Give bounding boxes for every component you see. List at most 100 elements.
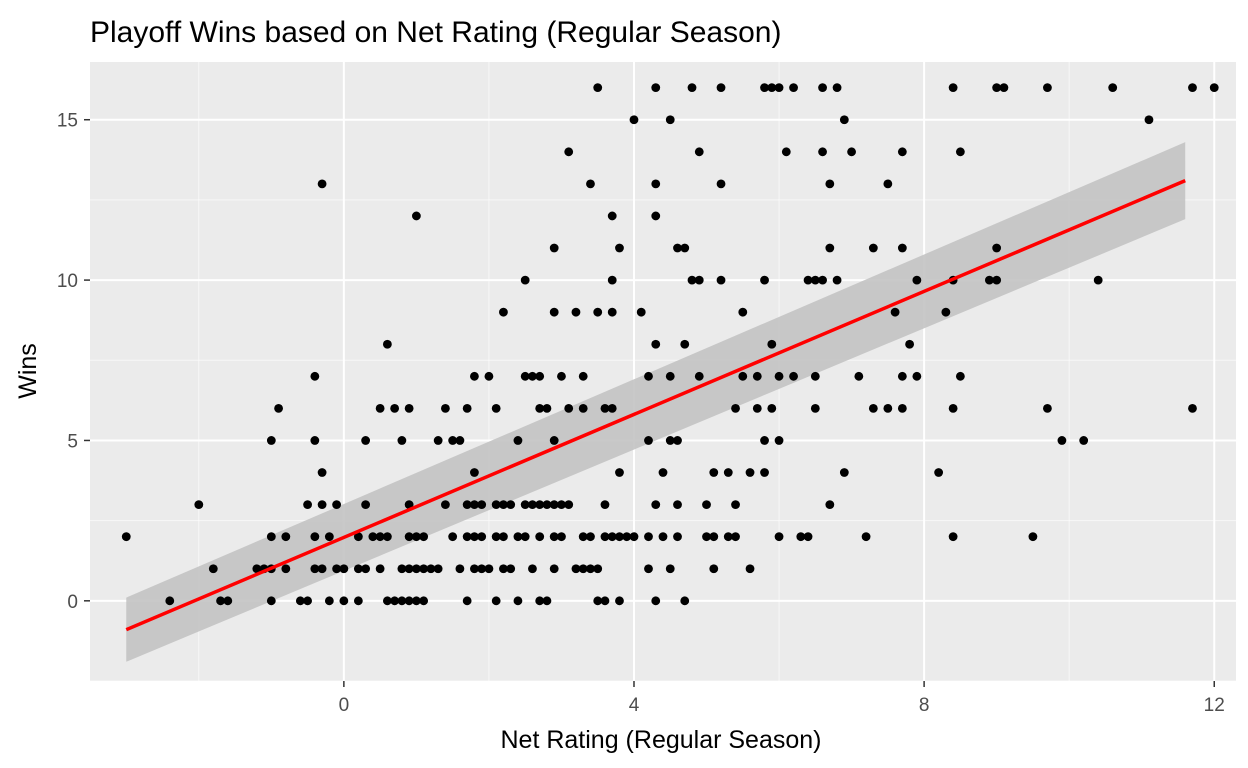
data-point bbox=[709, 468, 719, 477]
data-point bbox=[774, 532, 784, 542]
data-point bbox=[948, 403, 958, 413]
data-point bbox=[252, 564, 262, 574]
data-point bbox=[818, 147, 827, 157]
data-point bbox=[470, 468, 479, 477]
y-tick-label: 10 bbox=[57, 271, 78, 292]
data-point bbox=[266, 596, 276, 606]
data-point bbox=[1079, 436, 1089, 445]
data-point bbox=[615, 532, 624, 542]
data-point bbox=[1188, 403, 1197, 413]
data-point bbox=[404, 532, 414, 542]
data-point bbox=[803, 532, 813, 542]
data-point bbox=[317, 179, 327, 189]
data-point bbox=[600, 500, 610, 510]
data-point bbox=[455, 436, 465, 445]
data-point bbox=[506, 564, 516, 574]
data-point bbox=[375, 403, 385, 413]
data-point bbox=[549, 500, 559, 510]
data-point bbox=[557, 371, 566, 381]
data-point bbox=[382, 339, 392, 349]
data-point bbox=[731, 532, 740, 542]
data-point bbox=[789, 371, 798, 381]
data-point bbox=[404, 564, 414, 574]
data-point bbox=[803, 275, 813, 285]
data-point bbox=[839, 468, 849, 477]
data-point bbox=[941, 307, 951, 317]
data-point bbox=[462, 532, 472, 542]
y-axis-title: Wins bbox=[14, 343, 42, 399]
data-point bbox=[462, 500, 472, 510]
data-point bbox=[404, 500, 414, 510]
x-tick-label: 8 bbox=[919, 695, 930, 716]
data-point bbox=[694, 275, 704, 285]
data-point bbox=[716, 83, 726, 93]
data-point bbox=[549, 564, 559, 574]
data-point bbox=[600, 403, 610, 413]
data-point bbox=[861, 532, 871, 542]
data-point bbox=[542, 596, 552, 606]
data-point bbox=[760, 275, 769, 285]
data-point bbox=[897, 147, 907, 157]
data-point bbox=[470, 564, 479, 574]
data-point bbox=[332, 500, 342, 510]
data-point bbox=[317, 468, 327, 477]
data-point bbox=[1108, 83, 1118, 93]
data-point bbox=[542, 403, 552, 413]
data-point bbox=[767, 83, 777, 93]
data-point bbox=[491, 403, 501, 413]
data-point bbox=[339, 596, 349, 606]
confidence-band-area bbox=[126, 142, 1186, 662]
data-point bbox=[629, 115, 639, 125]
data-point bbox=[745, 468, 755, 477]
data-point bbox=[470, 371, 479, 381]
data-point bbox=[890, 307, 900, 317]
data-point bbox=[441, 403, 450, 413]
data-point bbox=[535, 500, 545, 510]
data-point bbox=[404, 403, 414, 413]
data-point bbox=[745, 564, 755, 574]
data-point bbox=[194, 500, 204, 510]
data-point bbox=[484, 371, 494, 381]
data-point bbox=[491, 532, 501, 542]
data-point bbox=[615, 468, 624, 477]
data-point bbox=[723, 532, 733, 542]
data-point bbox=[897, 403, 907, 413]
data-point bbox=[984, 275, 994, 285]
data-point bbox=[499, 532, 508, 542]
data-point bbox=[390, 403, 400, 413]
data-point bbox=[586, 532, 595, 542]
data-point bbox=[578, 403, 588, 413]
data-point bbox=[390, 596, 400, 606]
data-point bbox=[455, 564, 465, 574]
y-tick-label: 0 bbox=[67, 592, 78, 613]
data-point bbox=[673, 532, 682, 542]
data-point bbox=[854, 371, 864, 381]
data-point bbox=[1188, 83, 1197, 93]
y-axis: 0 5 10 15 bbox=[57, 111, 90, 613]
data-point bbox=[658, 532, 668, 542]
data-point bbox=[767, 403, 777, 413]
data-point bbox=[578, 564, 588, 574]
data-point bbox=[629, 532, 639, 542]
data-point bbox=[397, 436, 407, 445]
data-point bbox=[535, 596, 545, 606]
data-point bbox=[499, 500, 508, 510]
data-point bbox=[883, 403, 893, 413]
data-point bbox=[411, 532, 421, 542]
data-point bbox=[578, 532, 588, 542]
data-point bbox=[912, 371, 922, 381]
data-point bbox=[767, 339, 777, 349]
data-point bbox=[1043, 83, 1052, 93]
data-point bbox=[397, 596, 407, 606]
data-point bbox=[549, 532, 559, 542]
data-point bbox=[332, 564, 342, 574]
data-point bbox=[411, 211, 421, 221]
data-point bbox=[397, 564, 407, 574]
data-point bbox=[506, 500, 516, 510]
data-point bbox=[709, 564, 719, 574]
data-point bbox=[419, 564, 429, 574]
data-point bbox=[528, 564, 537, 574]
data-point bbox=[651, 179, 661, 189]
